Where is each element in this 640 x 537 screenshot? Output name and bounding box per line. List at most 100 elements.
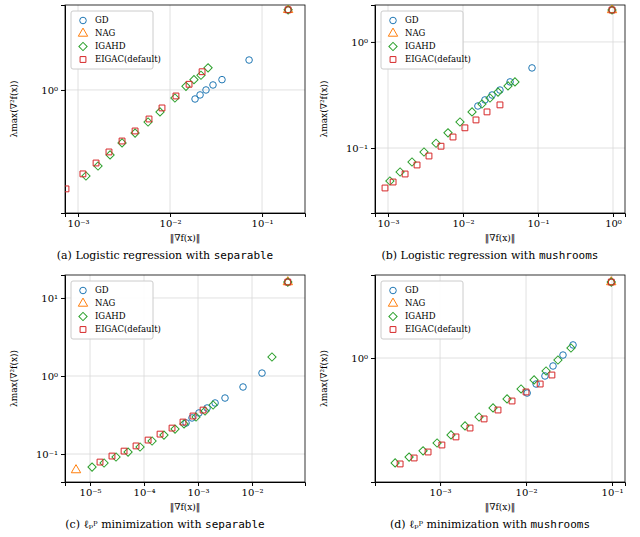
point	[402, 171, 408, 177]
plot-frame	[375, 5, 625, 213]
point	[156, 108, 164, 116]
tick-mark	[61, 376, 65, 377]
legend-label: IGAHD	[95, 311, 126, 321]
legend-label: GD	[405, 285, 419, 295]
point	[222, 395, 229, 402]
point	[529, 65, 536, 72]
figure: 10⁻³10⁻²10⁻¹10⁰GDNAGIGAHDEIGAC(default)λ…	[0, 0, 640, 537]
tick-label: 10⁻⁴	[134, 487, 156, 498]
point	[121, 448, 127, 454]
legend-marker	[388, 298, 397, 306]
point	[119, 138, 125, 144]
legend-label: NAG	[95, 28, 116, 38]
legend-marker	[79, 312, 87, 320]
axis-line	[376, 214, 626, 218]
plot-frame	[65, 5, 305, 213]
caption: (a) Logistic regression with separable	[57, 249, 274, 262]
legend-marker	[80, 57, 86, 63]
point	[461, 422, 469, 430]
y-axis-title: λmax(∇²f(x))	[9, 80, 19, 137]
point	[609, 7, 615, 13]
tick-mark	[90, 482, 91, 486]
legend: GDNAGIGAHDEIGAC(default)	[381, 281, 471, 339]
tick: 10⁰	[351, 353, 375, 364]
tick-label: 10⁻³	[430, 487, 452, 498]
plot-frame	[65, 275, 305, 482]
y-axis-title: λmax(∇²f(x))	[9, 350, 19, 407]
caption: (b) Logistic regression with mushrooms	[382, 249, 599, 262]
tick: 10⁰	[41, 85, 65, 96]
point	[608, 279, 614, 285]
point	[80, 171, 86, 177]
tick: 10⁻³	[377, 213, 399, 229]
point	[173, 93, 179, 99]
legend-label: IGAHD	[95, 41, 126, 51]
tick-label: 10⁻¹	[36, 449, 58, 460]
y-axis: 10⁰	[41, 6, 65, 214]
grid-line	[526, 275, 527, 482]
point	[396, 168, 404, 176]
point	[426, 153, 432, 159]
point	[607, 278, 615, 286]
point	[109, 453, 115, 459]
point	[157, 431, 163, 437]
y-axis: 10⁻¹10⁰	[346, 6, 376, 214]
point	[133, 443, 139, 449]
legend-marker	[78, 298, 87, 306]
point	[560, 352, 567, 359]
point	[192, 96, 199, 103]
tick: 10⁻²	[160, 213, 182, 229]
tick-label: 10⁰	[41, 371, 58, 382]
point	[240, 384, 247, 391]
legend-marker	[388, 28, 397, 36]
point	[549, 372, 555, 378]
tick-mark	[440, 482, 441, 486]
point	[411, 455, 417, 461]
tick-label: 10⁻¹	[602, 487, 624, 498]
tick-label: 10⁻¹	[252, 218, 274, 229]
point	[420, 148, 428, 156]
grid-line	[198, 275, 199, 482]
point	[132, 128, 138, 134]
point	[405, 453, 413, 461]
grid-line	[613, 5, 614, 213]
tick-mark	[613, 213, 614, 217]
tick: 10⁻¹	[36, 449, 65, 460]
legend-marker	[390, 327, 396, 333]
grid	[65, 275, 305, 482]
point	[97, 459, 103, 465]
axis-line	[66, 483, 306, 487]
point	[284, 278, 292, 286]
point	[608, 6, 616, 14]
point	[159, 105, 165, 111]
point	[478, 100, 486, 108]
grid-line	[170, 5, 171, 213]
point	[567, 344, 575, 352]
tick: 10⁻³	[68, 213, 90, 229]
point	[201, 407, 209, 415]
point	[489, 404, 497, 412]
grid-line	[538, 5, 539, 213]
tick: 10⁻³	[430, 482, 452, 498]
point	[462, 125, 468, 131]
point	[391, 459, 399, 467]
legend-label: GD	[95, 15, 109, 25]
point	[495, 407, 501, 413]
plot-frame	[375, 275, 625, 482]
tick-mark	[371, 358, 375, 359]
point	[284, 6, 292, 14]
tick: 10⁻¹	[346, 143, 375, 154]
point	[136, 443, 144, 451]
point	[71, 465, 80, 473]
legend-label: IGAHD	[405, 41, 436, 51]
point	[486, 94, 494, 102]
tick-mark	[61, 90, 65, 91]
point	[259, 370, 266, 377]
point	[180, 420, 188, 428]
caption: (d) ℓₚᵖ minimization with mushrooms	[390, 518, 590, 531]
y-axis: 10⁰	[351, 276, 375, 483]
tick-mark	[526, 482, 527, 486]
point	[475, 413, 483, 421]
point	[145, 437, 151, 443]
tick: 10⁻²	[452, 213, 474, 229]
